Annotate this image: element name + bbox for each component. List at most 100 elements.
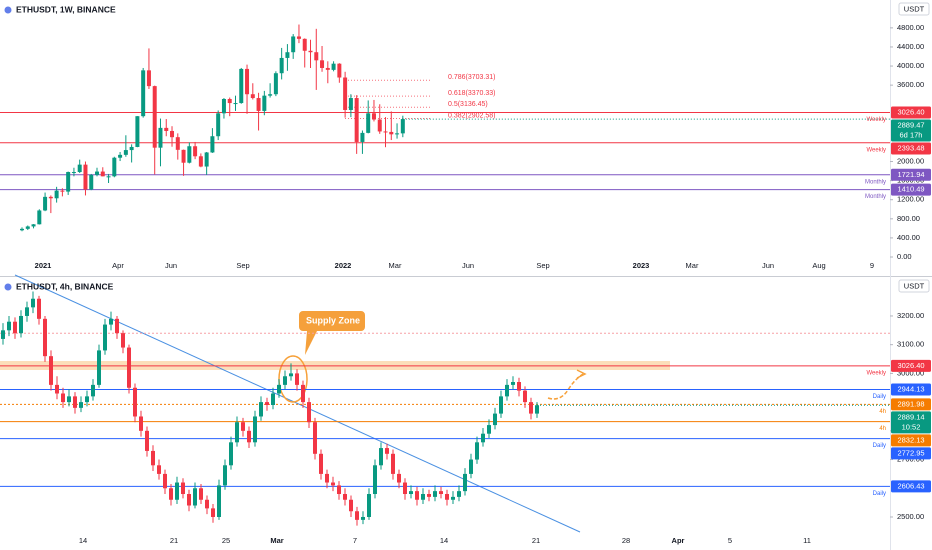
candle-body <box>469 459 473 474</box>
x-tick-label: Sep <box>236 261 249 270</box>
candle-body <box>37 210 42 225</box>
candle-body <box>391 453 395 474</box>
price-box <box>891 119 931 142</box>
price-box-label: 1410.49 <box>897 185 924 194</box>
candle-body <box>259 402 263 417</box>
x-tick-label: Apr <box>112 261 124 270</box>
candle-body <box>354 98 359 142</box>
candle-body <box>7 321 11 331</box>
x-tick-label: 11 <box>803 536 811 545</box>
candle-body <box>133 387 137 417</box>
candle-body <box>505 384 509 397</box>
candle-body <box>97 350 101 385</box>
price-box <box>891 183 931 196</box>
level-note: Weekly <box>866 117 886 123</box>
candle-body <box>295 373 299 385</box>
candle-body <box>163 473 167 489</box>
y-tick-label: 4400.00 <box>897 42 924 51</box>
x-tick-label: 14 <box>440 536 448 545</box>
candle-body <box>187 146 192 163</box>
candle-body <box>1 330 5 339</box>
candle-body <box>463 473 467 492</box>
candle-body <box>366 113 371 133</box>
x-tick-label: 2023 <box>633 261 650 270</box>
candle-body <box>31 224 36 227</box>
candle-body <box>302 38 307 51</box>
candle-body <box>43 318 47 357</box>
candle-body <box>331 482 335 486</box>
y-tick-label: 2000.00 <box>897 157 924 166</box>
candle-body <box>91 384 95 397</box>
candle-body <box>421 494 425 500</box>
y-tick-label: 3000.00 <box>897 368 924 377</box>
candle-body <box>241 422 245 431</box>
candle-body <box>383 131 388 133</box>
candle-body <box>277 384 281 394</box>
level-note: Monthly <box>865 194 886 200</box>
candle-body <box>308 50 313 53</box>
candle-body <box>66 172 71 192</box>
arrow-head <box>576 369 587 379</box>
currency-box <box>898 279 930 293</box>
level-note: Daily <box>873 394 886 400</box>
candle-body <box>245 68 250 95</box>
candle-body <box>360 132 365 142</box>
y-tick-label: 800.00 <box>897 214 920 223</box>
candle-body <box>427 494 431 497</box>
candle-body <box>239 68 244 104</box>
price-box <box>891 411 931 434</box>
x-tick-label: 21 <box>532 536 540 545</box>
candle-body <box>279 57 284 74</box>
level-note: 4h <box>879 426 886 432</box>
supply-ellipse <box>278 355 308 403</box>
price-box-label: 2889.47 <box>897 121 924 130</box>
candle-body <box>397 473 401 483</box>
candle-body <box>112 157 117 177</box>
price-box-countdown: 10:52 <box>902 422 921 431</box>
candle-body <box>535 405 539 414</box>
candle-body <box>223 465 227 486</box>
price-box-label: 2832.13 <box>897 435 924 444</box>
candle-body <box>349 499 353 512</box>
y-tick-label: 0.00 <box>897 252 912 261</box>
candle-body <box>523 390 527 403</box>
price-box <box>891 168 931 181</box>
callout <box>299 311 365 355</box>
candle-body <box>415 491 419 500</box>
x-tick-label: 28 <box>622 536 630 545</box>
candle-body <box>25 226 30 229</box>
candle-body <box>31 298 35 308</box>
candle-body <box>268 94 273 96</box>
candle-body <box>379 448 383 466</box>
x-tick-label: Apr <box>672 536 685 545</box>
chart-title: ETHUSDT, 1W, BINANCE <box>16 4 116 14</box>
candle-body <box>54 190 59 199</box>
candle-body <box>121 333 125 348</box>
candle-body <box>216 113 221 137</box>
price-box-label: 3026.40 <box>897 361 924 370</box>
candle-body <box>250 94 255 99</box>
fib-label: 0.5(3136.45) <box>448 101 488 108</box>
candle-body <box>145 430 149 451</box>
candle-body <box>229 442 233 466</box>
x-tick-label: Aug <box>812 261 825 270</box>
currency: USDT <box>904 281 925 290</box>
y-tick-label: 4800.00 <box>897 23 924 32</box>
callout-text: Supply Zone <box>306 315 360 325</box>
price-box <box>891 359 931 372</box>
candle-body <box>48 196 53 199</box>
x-tick-label: Mar <box>270 536 283 545</box>
x-tick-label: 2021 <box>35 261 52 270</box>
candle-body <box>211 508 215 517</box>
currency-box <box>898 2 930 16</box>
candle-body <box>433 491 437 497</box>
price-box-label: 2889.14 <box>897 412 924 421</box>
candle-body <box>253 416 257 443</box>
x-tick-label: 9 <box>870 261 874 270</box>
candle-body <box>175 137 180 150</box>
candle-body <box>233 103 238 105</box>
candle-body <box>210 136 215 153</box>
candle-body <box>296 36 301 39</box>
